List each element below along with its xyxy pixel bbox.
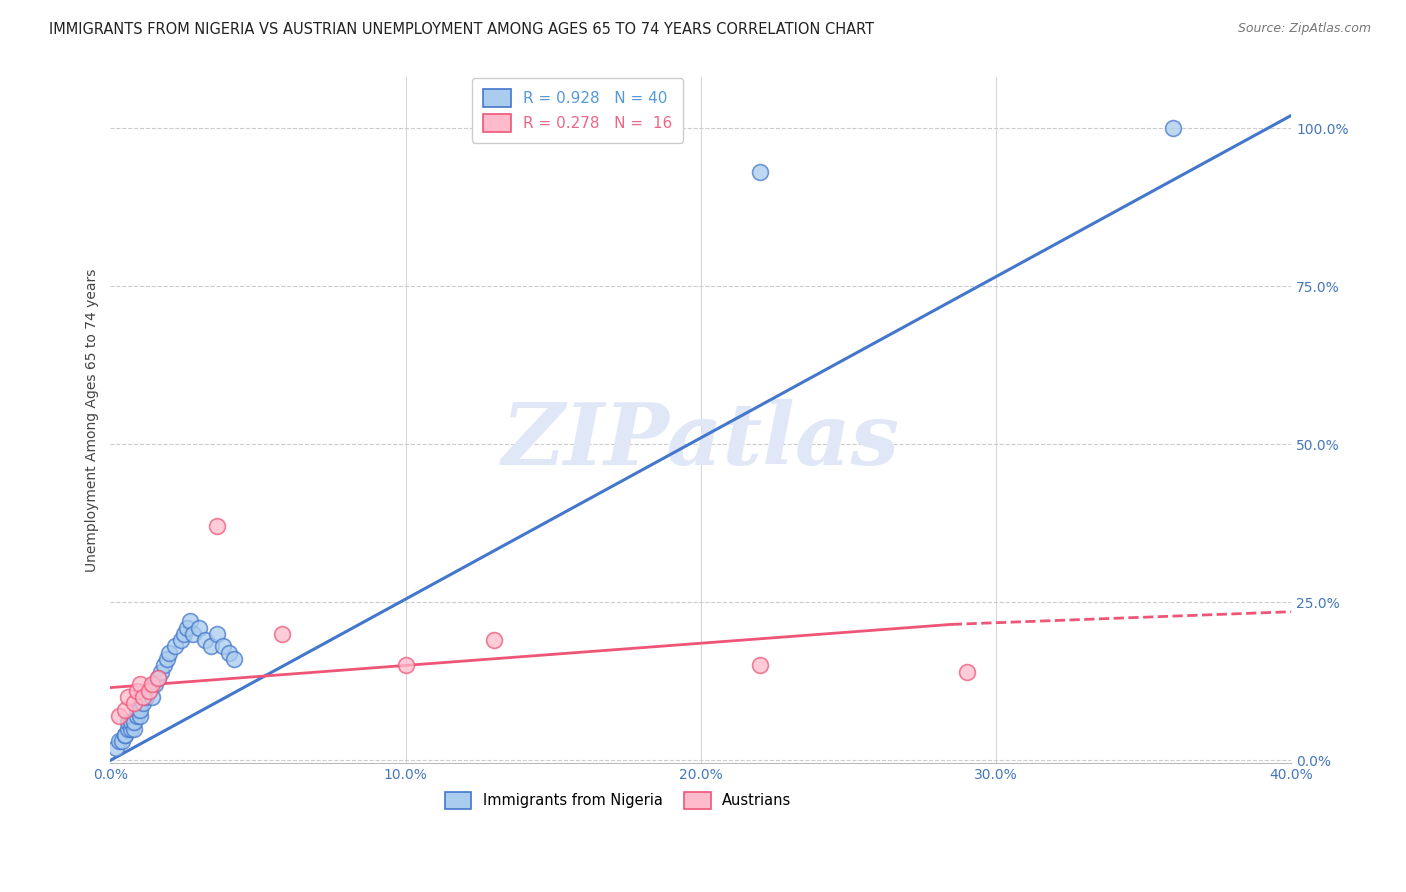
Point xyxy=(141,677,163,691)
Point xyxy=(129,703,152,717)
Point xyxy=(132,690,155,704)
Point xyxy=(205,627,228,641)
Point xyxy=(111,734,134,748)
Point xyxy=(120,722,142,736)
Point xyxy=(129,677,152,691)
Point xyxy=(270,627,292,641)
Point xyxy=(159,646,181,660)
Point xyxy=(125,703,148,717)
Point xyxy=(1161,121,1184,136)
Point xyxy=(105,740,128,755)
Point xyxy=(165,640,187,654)
Point xyxy=(138,683,160,698)
Point xyxy=(955,665,977,679)
Point xyxy=(748,658,770,673)
Point xyxy=(395,658,418,673)
Point xyxy=(146,671,169,685)
Point xyxy=(152,658,174,673)
Point xyxy=(117,715,139,730)
Point xyxy=(117,722,139,736)
Point xyxy=(211,640,233,654)
Point xyxy=(484,633,506,648)
Point xyxy=(125,683,148,698)
Point xyxy=(205,519,228,533)
Point xyxy=(170,633,193,648)
Point xyxy=(149,665,172,679)
Point xyxy=(122,722,145,736)
Point xyxy=(194,633,217,648)
Point xyxy=(122,697,145,711)
Point xyxy=(173,627,195,641)
Legend: Immigrants from Nigeria, Austrians: Immigrants from Nigeria, Austrians xyxy=(439,786,797,814)
Point xyxy=(181,627,204,641)
Text: Source: ZipAtlas.com: Source: ZipAtlas.com xyxy=(1237,22,1371,36)
Point xyxy=(218,646,240,660)
Point xyxy=(155,652,177,666)
Point xyxy=(129,709,152,723)
Y-axis label: Unemployment Among Ages 65 to 74 years: Unemployment Among Ages 65 to 74 years xyxy=(86,268,100,572)
Text: ZIPatlas: ZIPatlas xyxy=(502,400,900,483)
Point xyxy=(179,614,201,628)
Point xyxy=(132,697,155,711)
Point xyxy=(748,165,770,179)
Point xyxy=(141,690,163,704)
Point xyxy=(108,709,131,723)
Point xyxy=(224,652,246,666)
Point xyxy=(114,728,136,742)
Point xyxy=(120,715,142,730)
Point xyxy=(143,677,166,691)
Point xyxy=(135,690,157,704)
Point xyxy=(188,621,211,635)
Point xyxy=(176,621,198,635)
Point xyxy=(146,671,169,685)
Point xyxy=(114,728,136,742)
Point xyxy=(125,709,148,723)
Point xyxy=(138,683,160,698)
Point xyxy=(117,690,139,704)
Point xyxy=(114,703,136,717)
Text: IMMIGRANTS FROM NIGERIA VS AUSTRIAN UNEMPLOYMENT AMONG AGES 65 TO 74 YEARS CORRE: IMMIGRANTS FROM NIGERIA VS AUSTRIAN UNEM… xyxy=(49,22,875,37)
Point xyxy=(122,715,145,730)
Point xyxy=(200,640,222,654)
Point xyxy=(108,734,131,748)
